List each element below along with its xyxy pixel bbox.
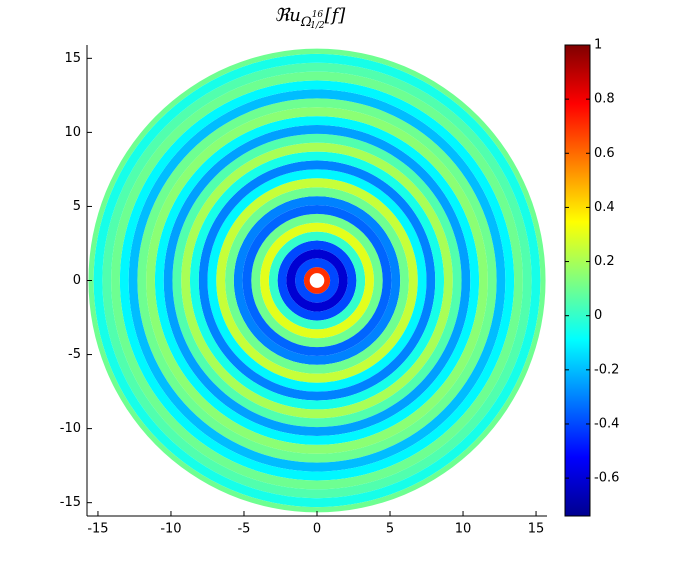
y-tick-label: 0: [73, 273, 81, 288]
colorbar-tick-label: -0.2: [594, 362, 619, 377]
colorbar-tick-label: -0.4: [594, 416, 619, 431]
colorbar: [564, 44, 591, 517]
field: [88, 48, 546, 513]
colorbar-tick-label: 1: [594, 38, 602, 53]
chart-title: ℜuΩ16 1/2[f]: [275, 5, 347, 31]
y-tick-label: 10: [64, 125, 81, 140]
annulus: [295, 258, 339, 303]
colorbar-tick-label: 0.2: [594, 254, 615, 269]
x-tick-label: 5: [386, 522, 394, 537]
y-tick-label: -10: [60, 421, 81, 436]
x-tick-label: 0: [313, 522, 321, 537]
colorbar-tick-label: -0.6: [594, 471, 619, 486]
y-tick-label: -5: [68, 347, 81, 362]
x-tick-label: -10: [160, 522, 181, 537]
y-tick-label: 15: [64, 51, 81, 66]
colorbar-tick-label: 0: [594, 308, 602, 323]
y-tick-label: 5: [73, 199, 81, 214]
title-tail: [f]: [325, 5, 347, 26]
y-tick-label: -15: [60, 495, 81, 510]
colorbar-tick-label: 0.8: [594, 92, 615, 107]
title-subsup: 16: [312, 10, 324, 20]
title-base: ℜu: [275, 5, 301, 26]
x-tick-label: 15: [528, 522, 545, 537]
annulus: [303, 267, 331, 294]
colorbar-tick-label: 0.4: [594, 200, 615, 215]
x-tick-label: -15: [87, 522, 108, 537]
x-tick-label: 10: [455, 522, 472, 537]
title-subsub: 1/2: [310, 21, 325, 31]
colorbar-tick-label: 0.6: [594, 146, 615, 161]
title-sub: Ω: [300, 15, 312, 30]
x-tick-label: -5: [237, 522, 250, 537]
